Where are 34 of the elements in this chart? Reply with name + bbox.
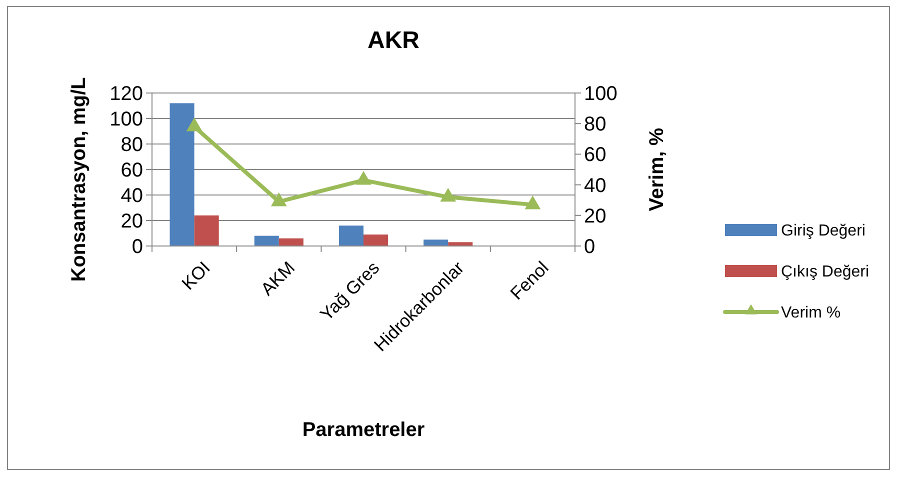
bar [254, 236, 279, 246]
legend-label: Giriş Değeri [781, 222, 866, 240]
y-tick-label: 60 [120, 160, 143, 182]
legend-label: Çıkış Değeri [781, 264, 870, 281]
point [440, 188, 456, 202]
y-tick-label: 100 [110, 108, 143, 130]
y2-tick-label: 0 [584, 236, 596, 258]
bar [170, 103, 194, 246]
x-tick-label: KOI [178, 258, 214, 294]
y2-tick-label: 60 [584, 144, 606, 166]
y-tick-label: 120 [110, 83, 143, 105]
point [356, 171, 372, 185]
point [186, 117, 202, 132]
bar [424, 240, 448, 246]
bar [338, 226, 364, 246]
legend-label: Verim % [781, 304, 841, 322]
y-tick-label: 20 [120, 210, 143, 232]
bar [194, 215, 219, 246]
x-axis-title: Parametreler [302, 419, 425, 441]
y2-tick-label: 100 [584, 83, 618, 105]
chart-title: AKR [368, 27, 420, 54]
bar [448, 242, 473, 246]
bar [278, 238, 304, 246]
y-tick-label: 40 [120, 185, 143, 207]
bar [364, 234, 388, 246]
y2-tick-label: 80 [584, 114, 606, 136]
y-axis-title: Konsantrasyon, mg/L [68, 77, 90, 282]
y2-tick-label: 40 [584, 174, 606, 197]
y2-axis-title: Verim, % [646, 128, 668, 212]
point [524, 195, 541, 210]
y-tick-label: 80 [120, 134, 143, 156]
y2-tick-label: 20 [584, 205, 606, 228]
y-tick-label: 0 [132, 236, 143, 258]
point [270, 192, 287, 206]
